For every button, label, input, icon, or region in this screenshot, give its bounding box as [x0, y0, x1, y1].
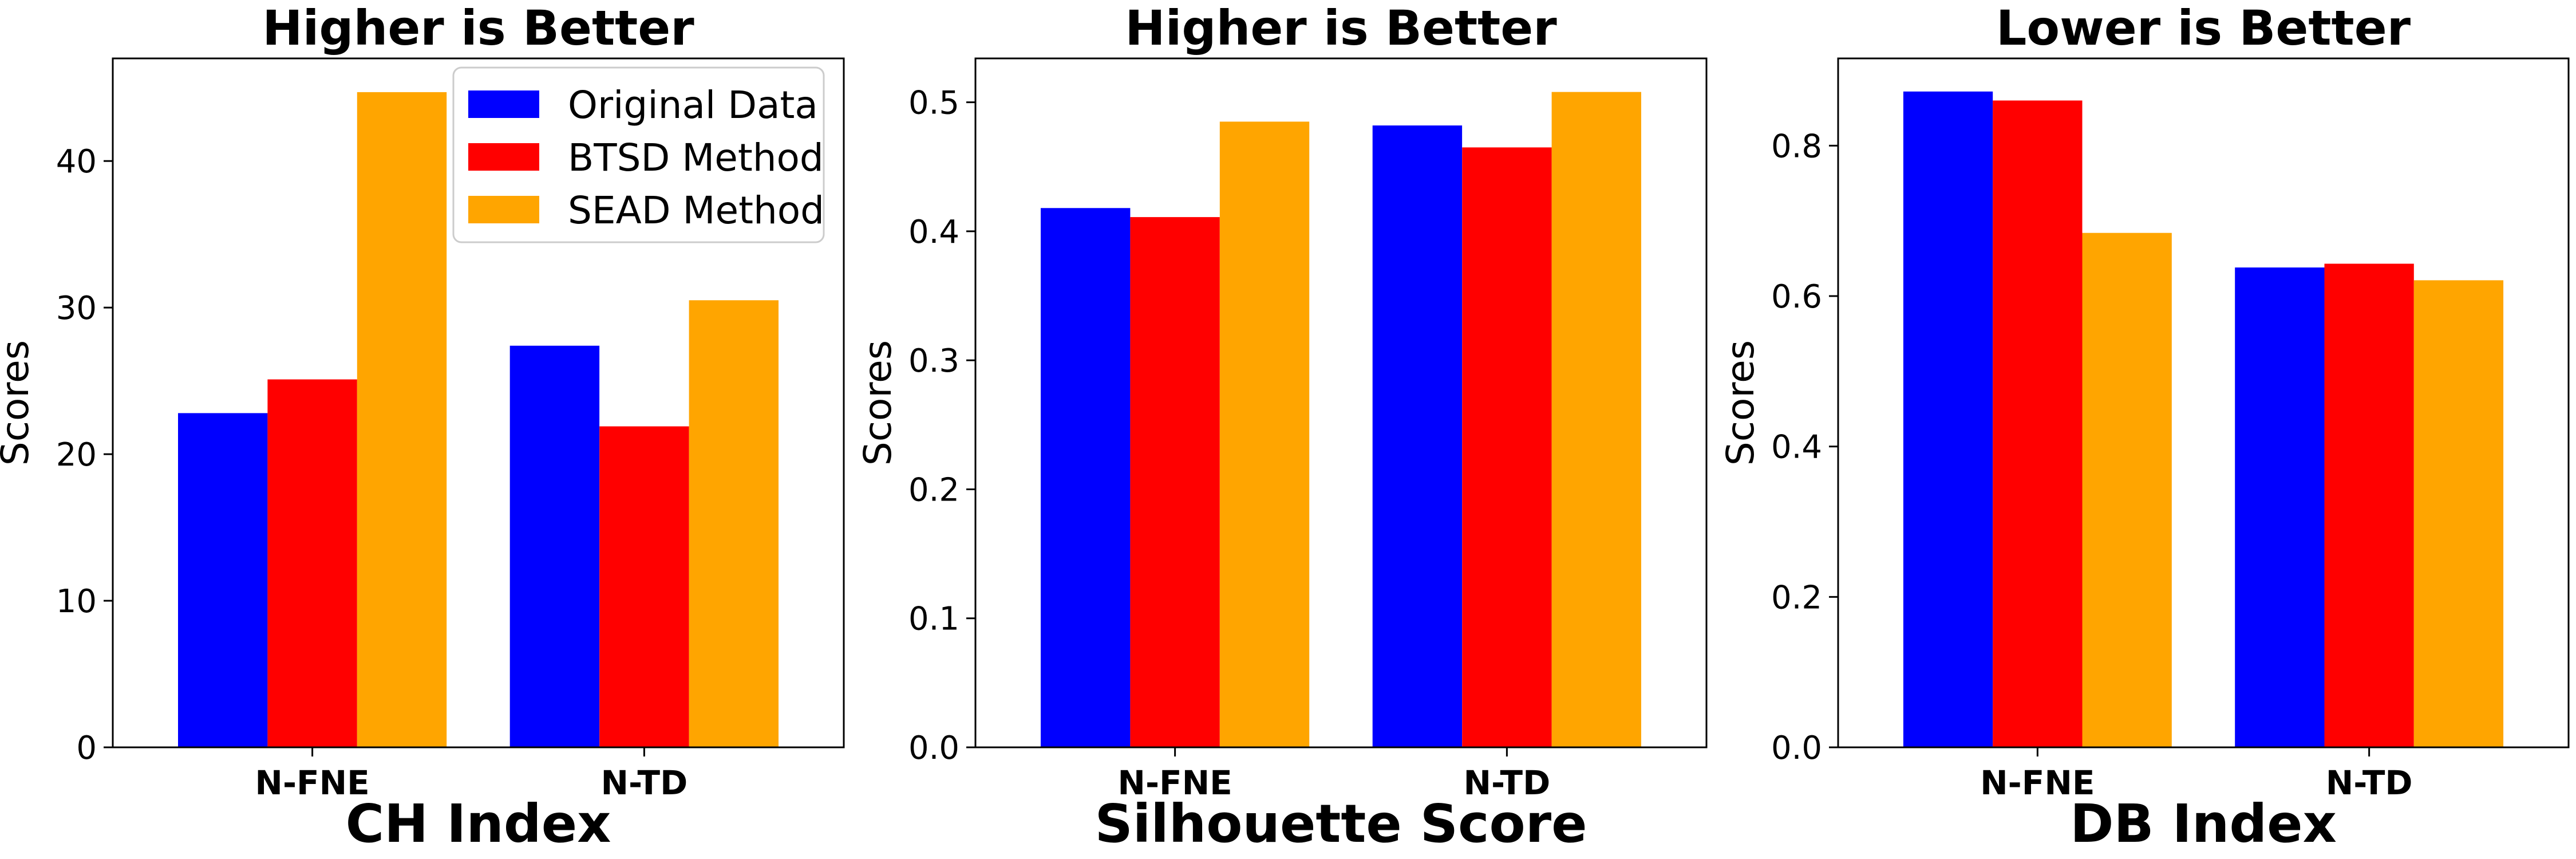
legend-label: Original Data	[568, 83, 818, 127]
x-tick-label: N-FNE	[1980, 763, 2095, 802]
y-tick-label: 0.4	[1771, 429, 1822, 466]
bar-btsd-method-n-td	[2324, 263, 2414, 747]
y-tick-label: 20	[56, 436, 97, 474]
x-tick-label: N-FNE	[1117, 763, 1232, 802]
x-tick-label: N-TD	[2326, 763, 2413, 802]
y-tick-label: 0.0	[1771, 730, 1822, 767]
y-tick-label: 0	[76, 730, 97, 767]
y-axis-label: Scores	[1718, 340, 1763, 466]
y-tick-label: 0.1	[908, 601, 959, 638]
y-tick-label: 0.4	[908, 214, 959, 251]
bar-sead-method-n-fne	[2082, 233, 2172, 747]
chart-panel-1: N-FNE N-TD 0 10 20 30 40 Scores Higher is Better…	[0, 0, 845, 854]
bar-original-data-n-td	[2235, 267, 2325, 748]
chart-panel-2: N-FNE N-TD 0.0 0.1 0.2 0.3 0.4 0.5 Scores Higher …	[856, 0, 1708, 854]
legend-label: SEAD Method	[568, 188, 824, 233]
x-tick-label: N-FNE	[255, 763, 369, 802]
legend: Original Data BTSD Method SEAD Method	[452, 66, 825, 243]
bar-btsd-method-n-fne	[1993, 100, 2083, 747]
x-tick-label: N-TD	[600, 763, 688, 802]
chart-title: Lower is Better	[1996, 0, 2411, 56]
y-tick-label: 0.5	[908, 85, 959, 122]
y-tick-label: 10	[56, 583, 97, 620]
y-tick-label: 0.0	[908, 730, 959, 767]
chart-title: Higher is Better	[262, 0, 694, 56]
legend-swatch	[468, 196, 539, 223]
x-axis-label: CH Index	[346, 793, 611, 854]
axes-frame	[974, 57, 1708, 748]
bar-btsd-method-n-td	[1462, 147, 1552, 747]
x-axis-label: Silhouette Score	[1095, 793, 1587, 854]
bar-sead-method-n-td	[2413, 280, 2504, 747]
bar-original-data-n-fne	[1903, 91, 1993, 747]
bar-sead-method-n-td	[1551, 92, 1641, 748]
legend-box	[452, 66, 825, 243]
y-tick-label: 0.2	[908, 471, 959, 509]
legend-swatch	[468, 90, 539, 118]
chart-title: Higher is Better	[1125, 0, 1557, 56]
bar-original-data-n-fne	[178, 413, 268, 747]
bar-sead-method-n-fne	[357, 92, 447, 747]
axes-frame	[112, 57, 845, 748]
y-tick-label: 0.3	[908, 342, 959, 380]
bar-btsd-method-n-fne	[267, 379, 357, 747]
y-tick-label: 0.2	[1771, 579, 1822, 616]
bar-sead-method-n-td	[689, 300, 779, 747]
bar-original-data-n-td	[1372, 125, 1463, 748]
legend-swatch	[468, 143, 539, 171]
chart-panel-3: N-FNE N-TD 0.0 0.2 0.4 0.6 0.8 Scores Lower is B…	[1718, 0, 2570, 854]
y-tick-label: 0.8	[1771, 128, 1822, 165]
bar-sead-method-n-fne	[1219, 121, 1310, 747]
x-tick-label: N-TD	[1463, 763, 1550, 802]
y-axis-label: Scores	[856, 340, 900, 466]
y-tick-label: 40	[56, 143, 97, 180]
x-axis-label: DB Index	[2070, 793, 2337, 854]
y-axis-label: Scores	[0, 340, 37, 466]
bar-btsd-method-n-fne	[1130, 217, 1220, 748]
bar-original-data-n-fne	[1041, 208, 1131, 747]
bar-original-data-n-td	[509, 345, 600, 747]
axes-frame	[1837, 57, 2570, 748]
y-tick-label: 30	[56, 290, 97, 327]
y-tick-label: 0.6	[1771, 278, 1822, 316]
legend-label: BTSD Method	[568, 136, 824, 180]
bar-btsd-method-n-td	[599, 426, 689, 747]
